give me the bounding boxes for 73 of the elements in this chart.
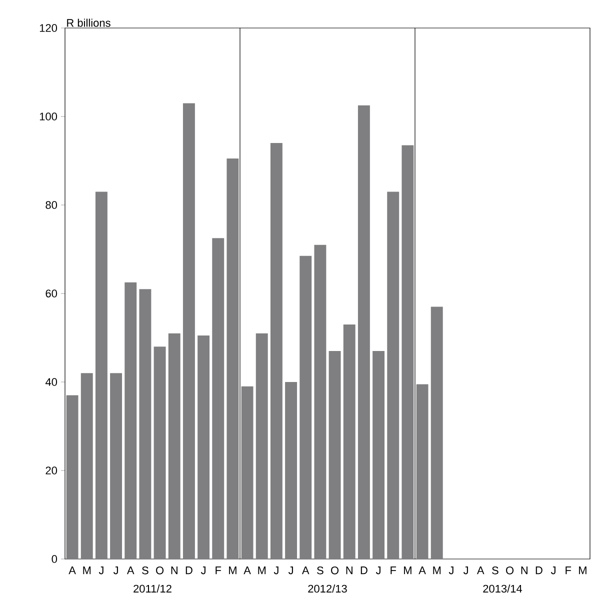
- bar: [226, 158, 239, 559]
- x-tick-label: M: [229, 566, 236, 574]
- y-tick-label: 120: [40, 24, 58, 32]
- x-tick-label: J: [288, 566, 293, 574]
- x-tick-label: D: [186, 566, 192, 574]
- x-tick-label: J: [113, 566, 118, 574]
- y-tick-label: 0: [52, 555, 58, 563]
- x-tick-label: J: [376, 566, 380, 574]
- bar: [343, 324, 356, 559]
- x-tick-label: N: [346, 566, 352, 574]
- bar: [372, 351, 385, 559]
- x-tick-label: A: [302, 566, 310, 574]
- text: 2013/14: [483, 584, 522, 593]
- bar: [314, 244, 326, 559]
- x-tick-label: F: [216, 566, 222, 574]
- x-tick-label: S: [142, 566, 148, 574]
- text: 2012/13: [308, 584, 347, 593]
- bar: [328, 351, 341, 559]
- bar: [182, 103, 195, 559]
- bar: [110, 373, 122, 559]
- x-tick-label: M: [404, 566, 412, 574]
- bar: [124, 282, 137, 559]
- bar: [80, 373, 93, 559]
- y-axis-title: R billions: [67, 18, 110, 27]
- bar: [402, 145, 414, 559]
- bar: [168, 333, 180, 559]
- x-tick-label: O: [506, 566, 514, 574]
- x-tick-label: J: [274, 566, 278, 574]
- x-tick-label: N: [171, 566, 178, 574]
- x-tick-label: O: [156, 566, 164, 574]
- x-tick-label: M: [83, 566, 91, 574]
- bar: [416, 384, 428, 559]
- bar: [198, 336, 210, 559]
- bar: [241, 386, 254, 559]
- bar: [66, 395, 78, 559]
- x-tick-label: J: [448, 566, 454, 574]
- y-tick-label: 20: [46, 466, 58, 474]
- x-tick-label: D: [360, 566, 368, 574]
- x-tick-label: F: [566, 566, 572, 574]
- y-tick-label: 60: [46, 290, 58, 298]
- x-tick-label: J: [550, 566, 556, 574]
- bar: [154, 346, 166, 559]
- x-tick-label: A: [418, 566, 426, 574]
- x-tick-label: S: [317, 566, 324, 574]
- x-tick-label: F: [390, 566, 396, 574]
- bar: [358, 105, 370, 559]
- bar: [256, 333, 268, 559]
- x-tick-label: A: [126, 566, 134, 574]
- bar: [387, 192, 400, 559]
- bar: [212, 238, 224, 559]
- x-tick-label: N: [521, 566, 528, 574]
- bar: [285, 382, 298, 559]
- x-tick-label: S: [492, 566, 498, 574]
- x-tick-label: A: [68, 566, 76, 574]
- bar: [300, 256, 312, 559]
- x-tick-label: M: [258, 566, 266, 574]
- x-tick-label: J: [98, 566, 104, 574]
- x-tick-label: A: [476, 566, 484, 574]
- y-tick-label: 40: [45, 378, 58, 386]
- x-tick-label: A: [244, 566, 251, 574]
- x-tick-label: O: [331, 566, 339, 574]
- x-tick-label: D: [536, 566, 542, 574]
- bar: [139, 289, 152, 559]
- y-tick-label: 80: [46, 201, 58, 209]
- bar: [95, 192, 108, 559]
- bar: [430, 306, 443, 559]
- x-tick-label: J: [200, 566, 206, 574]
- y-tick-label: 100: [40, 112, 58, 120]
- text: 2011/12: [134, 584, 172, 593]
- x-tick-label: M: [579, 566, 586, 574]
- x-tick-label: M: [433, 566, 441, 574]
- bar: [270, 143, 282, 559]
- x-tick-label: J: [463, 566, 468, 574]
